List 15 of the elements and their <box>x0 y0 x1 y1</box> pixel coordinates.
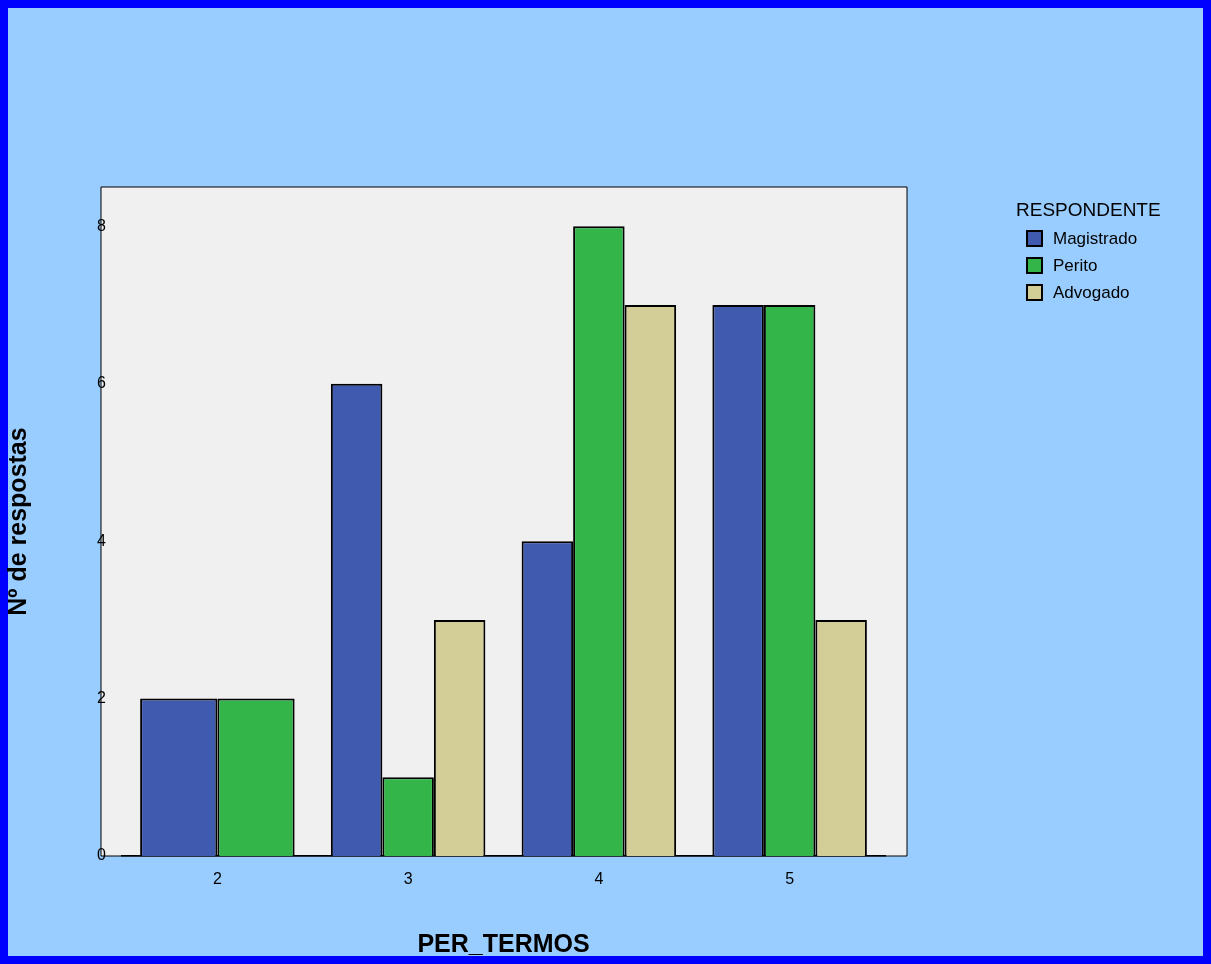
y-tick-label: 6 <box>97 374 107 392</box>
legend-label: Advogado <box>1053 282 1130 303</box>
legend-label: Magistrado <box>1053 228 1138 249</box>
y-tick-label: 2 <box>97 688 107 706</box>
x-tick-label: 3 <box>403 870 413 888</box>
x-tick-label: 5 <box>785 870 795 888</box>
x-axis-title: PER_TERMOS <box>417 928 590 957</box>
y-axis-title: Nº de respostas <box>2 427 31 616</box>
x-tick-label: 4 <box>594 870 604 888</box>
legend-title: RESPONDENTE <box>1016 199 1161 221</box>
y-tick-label: 4 <box>97 531 107 549</box>
x-tick-label: 2 <box>212 870 222 888</box>
y-tick-label: 8 <box>97 216 107 234</box>
legend-label: Perito <box>1053 255 1098 276</box>
y-tick-label: 0 <box>97 846 107 864</box>
